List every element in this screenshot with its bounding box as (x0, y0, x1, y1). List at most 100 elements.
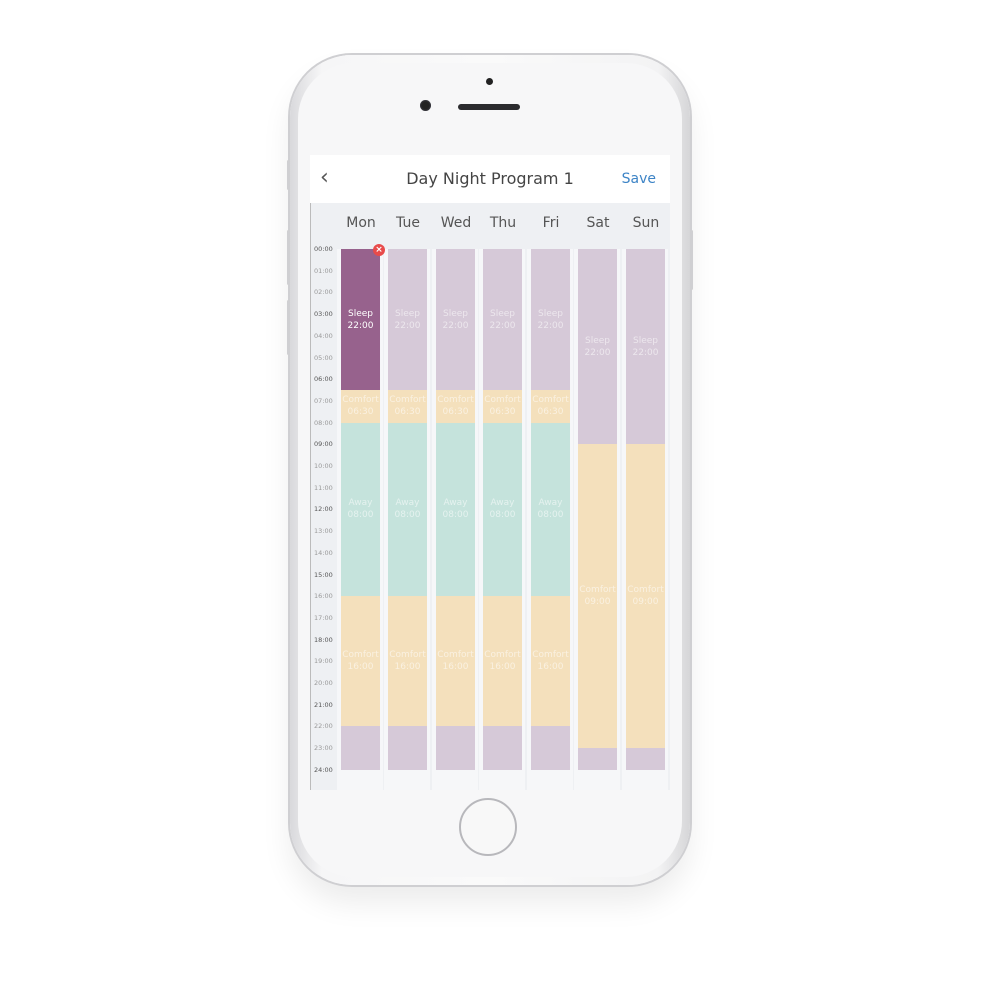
schedule-block-comfort[interactable]: Comfort 06:30 (341, 390, 380, 423)
time-label: 01:00 (314, 266, 333, 275)
time-label: 03:00 (314, 310, 333, 319)
day-header-mon: Mon (346, 215, 376, 231)
time-label: 11:00 (314, 483, 333, 492)
schedule-block-sleep[interactable] (531, 726, 570, 770)
block-label: Comfort (437, 650, 474, 661)
save-button[interactable]: Save (621, 171, 656, 187)
schedule-block-away[interactable]: Away 08:00 (436, 422, 475, 597)
block-time: 22:00 (537, 320, 564, 331)
mute-switch (287, 160, 290, 190)
time-label: 24:00 (314, 765, 333, 774)
block-time: 08:00 (347, 510, 374, 521)
chevron-left-icon[interactable]: ‹ (320, 165, 329, 190)
schedule-block-away[interactable]: Away 08:00 (483, 422, 522, 597)
day-header-tue: Tue (396, 215, 420, 231)
block-time: 08:00 (537, 510, 564, 521)
day-header-sat: Sat (586, 215, 610, 231)
block-label: Sleep (489, 308, 515, 319)
block-label: Comfort (532, 395, 569, 406)
page-title: Day Night Program 1 (406, 169, 574, 188)
block-time: 16:00 (537, 662, 564, 673)
block-label: Away (490, 498, 515, 509)
block-time: 16:00 (347, 662, 374, 673)
home-button[interactable] (459, 798, 517, 856)
block-label: Away (348, 498, 373, 509)
block-label: Comfort (579, 585, 616, 596)
block-time: 08:00 (394, 510, 421, 521)
time-label: 04:00 (314, 331, 333, 340)
schedule-block-comfort[interactable]: Comfort 09:00 (578, 444, 617, 749)
schedule-block-sleep[interactable] (483, 726, 522, 770)
day-header-sun: Sun (632, 215, 660, 231)
block-time: 08:00 (442, 510, 469, 521)
time-label: 14:00 (314, 548, 333, 557)
block-time: 16:00 (442, 662, 469, 673)
power-button (690, 230, 693, 290)
block-time: 22:00 (584, 347, 611, 358)
block-label: Comfort (389, 395, 426, 406)
block-label: Away (443, 498, 468, 509)
block-time: 06:30 (347, 407, 374, 418)
block-label: Sleep (632, 335, 658, 346)
close-icon[interactable]: × (373, 244, 385, 256)
schedule-block-sleep[interactable] (341, 726, 380, 770)
time-label: 07:00 (314, 396, 333, 405)
block-time: 09:00 (584, 597, 611, 608)
block-label: Sleep (347, 308, 373, 319)
schedule-block-comfort[interactable]: Comfort 09:00 (626, 444, 665, 749)
schedule-block-comfort[interactable]: Comfort 06:30 (436, 390, 475, 423)
time-label: 09:00 (314, 440, 333, 449)
time-label: 02:00 (314, 288, 333, 297)
time-label: 19:00 (314, 657, 333, 666)
block-label: Comfort (627, 585, 664, 596)
schedule-block-sleep[interactable] (578, 748, 617, 770)
schedule-block-away[interactable]: Away 08:00 (388, 422, 427, 597)
block-label: Sleep (442, 308, 468, 319)
schedule-block-sleep[interactable]: Sleep 22:00 (436, 249, 475, 391)
block-label: Away (395, 498, 420, 509)
time-label: 18:00 (314, 635, 333, 644)
day-header-wed: Wed (440, 215, 472, 231)
volume-up-button (287, 230, 290, 285)
schedule-block-comfort[interactable]: Comfort 16:00 (483, 596, 522, 727)
block-time: 06:30 (537, 407, 564, 418)
schedule-block-sleep[interactable] (388, 726, 427, 770)
volume-down-button (287, 300, 290, 355)
schedule-block-sleep[interactable]: Sleep 22:00 (626, 249, 665, 445)
schedule-block-comfort[interactable]: Comfort 06:30 (483, 390, 522, 423)
schedule-block-sleep[interactable]: Sleep 22:00 (388, 249, 427, 391)
schedule-block-away[interactable]: Away 08:00 (531, 422, 570, 597)
time-label: 21:00 (314, 700, 333, 709)
schedule-block-sleep[interactable]: Sleep 22:00 (578, 249, 617, 445)
front-camera (420, 100, 431, 111)
block-label: Comfort (389, 650, 426, 661)
schedule-block-comfort[interactable]: Comfort 16:00 (531, 596, 570, 727)
time-label: 10:00 (314, 462, 333, 470)
schedule-block-comfort[interactable]: Comfort 16:00 (341, 596, 380, 727)
block-time: 09:00 (632, 597, 659, 608)
block-time: 22:00 (442, 320, 469, 331)
schedule-block-away[interactable]: Away 08:00 (341, 422, 380, 597)
schedule-block-sleep[interactable]: Sleep 22:00 (483, 249, 522, 391)
schedule-block-sleep[interactable]: Sleep 22:00 (341, 249, 380, 391)
time-label: 16:00 (314, 592, 333, 601)
schedule-block-comfort[interactable]: Comfort 16:00 (388, 596, 427, 727)
divider (310, 203, 311, 790)
block-time: 06:30 (394, 407, 421, 418)
schedule-block-comfort[interactable]: Comfort 16:00 (436, 596, 475, 727)
day-header-fri: Fri (542, 215, 560, 231)
time-label: 05:00 (314, 353, 333, 362)
block-time: 22:00 (394, 320, 421, 331)
schedule-block-comfort[interactable]: Comfort 06:30 (531, 390, 570, 423)
time-label: 13:00 (314, 527, 333, 536)
time-label: 00:00 (314, 245, 333, 253)
schedule-block-comfort[interactable]: Comfort 06:30 (388, 390, 427, 423)
block-label: Comfort (342, 395, 379, 406)
schedule-block-sleep[interactable] (436, 726, 475, 770)
time-label: 17:00 (314, 613, 333, 622)
block-time: 06:30 (442, 407, 469, 418)
time-label: 06:00 (314, 375, 333, 384)
schedule-block-sleep[interactable]: Sleep 22:00 (531, 249, 570, 391)
nav-header: ‹ Day Night Program 1 Save (310, 155, 670, 203)
schedule-block-sleep[interactable] (626, 748, 665, 770)
